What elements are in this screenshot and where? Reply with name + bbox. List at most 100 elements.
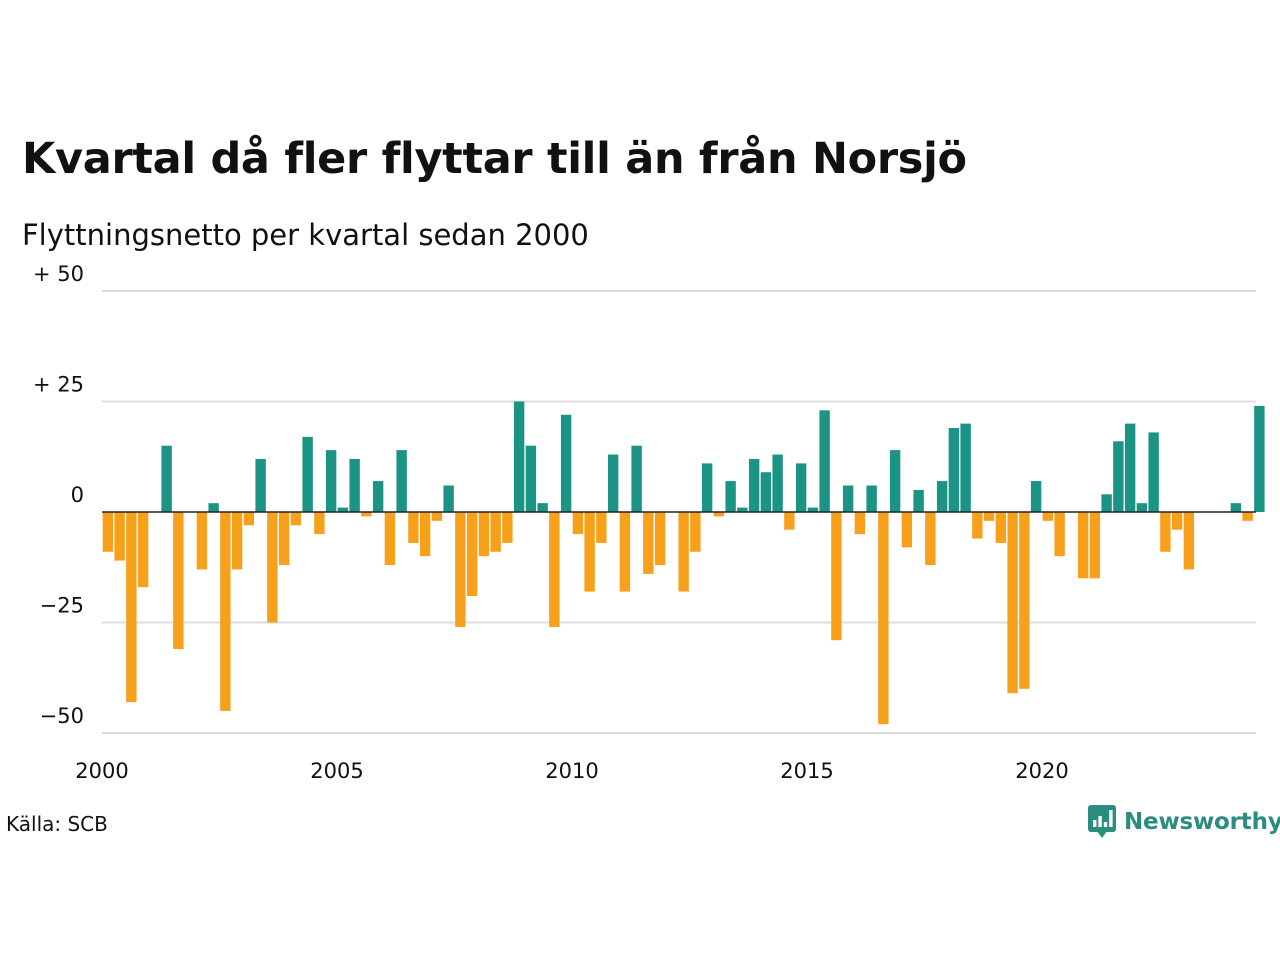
bar-2010-k3 xyxy=(596,512,607,543)
bar-2006-k2 xyxy=(396,450,407,512)
bar-2017-k2 xyxy=(913,489,924,512)
bar-2017-k1 xyxy=(901,512,913,548)
bar-2009-k2 xyxy=(537,503,548,512)
brand-logo: Newsworthy xyxy=(1088,804,1280,840)
bar-2020-k2 xyxy=(1054,512,1065,557)
bar-2006-k1 xyxy=(384,512,396,566)
gridlines xyxy=(102,290,1256,734)
bar-2024-k1 xyxy=(1230,503,1242,512)
bar-2000-k4 xyxy=(137,512,149,588)
bar-2007-k2 xyxy=(443,485,454,512)
bar-2019-k4 xyxy=(1030,481,1042,512)
bar-2021-k2 xyxy=(1101,494,1112,512)
bar-2005-k1 xyxy=(337,507,349,512)
x-axis-labels: 2000 2005 2010 2015 2020 xyxy=(75,759,1068,783)
bar-2009-k1 xyxy=(525,445,537,512)
bar-2003-k4 xyxy=(278,512,290,566)
bar-2002-k3 xyxy=(220,512,231,711)
bar-2009-k3 xyxy=(549,512,560,627)
bar-2014-k4 xyxy=(795,463,807,512)
bars xyxy=(102,401,1265,725)
bar-2022-k3 xyxy=(1160,512,1171,552)
bar-2024-k2 xyxy=(1242,512,1253,521)
x-tick-label: 2020 xyxy=(1015,759,1068,783)
bar-2016-k2 xyxy=(866,485,877,512)
bar-2008-k2 xyxy=(490,512,501,552)
bar-2004-k4 xyxy=(325,450,337,512)
bar-2018-k4 xyxy=(983,512,995,521)
bar-2011-k2 xyxy=(631,445,642,512)
bar-2002-k4 xyxy=(231,512,243,570)
bar-2001-k2 xyxy=(161,445,172,512)
bar-2010-k4 xyxy=(607,454,619,512)
bar-2021-k3 xyxy=(1113,441,1124,512)
bar-2004-k1 xyxy=(290,512,302,526)
bar-2005-k4 xyxy=(372,481,384,512)
bar-2010-k2 xyxy=(584,512,595,592)
y-tick-label: −50 xyxy=(40,704,84,728)
source-note: Källa: SCB xyxy=(6,812,108,836)
bar-2008-k4 xyxy=(513,401,525,512)
bar-2010-k1 xyxy=(572,512,584,535)
chart-subtitle: Flyttningsnetto per kvartal sedan 2000 xyxy=(22,218,589,252)
bar-2020-k1 xyxy=(1042,512,1054,521)
bar-2020-k4 xyxy=(1077,512,1089,579)
y-axis-labels: + 50 + 25 0 −25 −50 xyxy=(33,262,84,728)
y-tick-label: + 50 xyxy=(33,262,84,286)
bar-2016-k4 xyxy=(889,450,901,512)
bar-2015-k4 xyxy=(842,485,854,512)
bar-chart-speech-bubble-icon xyxy=(1088,805,1116,838)
bar-2019-k2 xyxy=(1007,512,1018,694)
bar-2007-k4 xyxy=(466,512,478,596)
bar-2001-k3 xyxy=(173,512,184,650)
bar-2003-k1 xyxy=(243,512,255,526)
bar-2009-k4 xyxy=(560,414,572,512)
x-tick-label: 2015 xyxy=(780,759,833,783)
bar-2015-k3 xyxy=(831,512,842,641)
bar-2019-k3 xyxy=(1019,512,1030,689)
bar-2002-k2 xyxy=(208,503,219,512)
bar-2000-k1 xyxy=(102,512,114,552)
brand-name: Newsworthy xyxy=(1124,809,1280,835)
bar-2019-k1 xyxy=(995,512,1007,543)
chart-title: Kvartal då fler flyttar till än från Nor… xyxy=(22,134,967,184)
bar-chart: + 50 + 25 0 −25 −50 2000 2005 2010 2015 2020 xyxy=(33,262,1265,783)
x-tick-label: 2000 xyxy=(75,759,128,783)
bar-2000-k2 xyxy=(114,512,125,561)
bar-2018-k1 xyxy=(948,428,960,512)
bar-2022-k1 xyxy=(1136,503,1148,512)
bar-2007-k1 xyxy=(431,512,443,521)
bar-2006-k4 xyxy=(419,512,431,557)
bar-2003-k2 xyxy=(255,458,266,512)
bar-2014-k1 xyxy=(760,472,772,512)
bar-2022-k4 xyxy=(1171,512,1183,530)
bar-2012-k2 xyxy=(678,512,689,592)
bar-2004-k2 xyxy=(302,436,313,512)
x-tick-label: 2010 xyxy=(545,759,598,783)
bar-2011-k1 xyxy=(619,512,631,592)
bar-2008-k3 xyxy=(502,512,513,543)
bar-2011-k4 xyxy=(654,512,666,566)
x-tick-label: 2005 xyxy=(310,759,363,783)
bar-2023-k1 xyxy=(1183,512,1195,570)
bar-2016-k3 xyxy=(878,512,889,725)
y-tick-label: + 25 xyxy=(33,373,84,397)
bar-2014-k3 xyxy=(784,512,795,530)
bar-2015-k2 xyxy=(819,410,830,512)
bar-2004-k3 xyxy=(314,512,325,535)
bar-2018-k3 xyxy=(972,512,983,539)
bar-2006-k3 xyxy=(408,512,419,543)
bar-2016-k1 xyxy=(854,512,866,535)
y-tick-label: 0 xyxy=(71,483,84,507)
bar-2022-k2 xyxy=(1148,432,1159,512)
bar-2021-k4 xyxy=(1124,423,1136,512)
bar-2015-k1 xyxy=(807,507,819,512)
bar-2003-k3 xyxy=(267,512,278,623)
bar-2017-k4 xyxy=(936,481,948,512)
bar-2002-k1 xyxy=(196,512,208,570)
y-tick-label: −25 xyxy=(40,594,84,618)
bar-2005-k3 xyxy=(361,512,372,517)
bar-2024-k3 xyxy=(1254,405,1265,512)
bar-2013-k1 xyxy=(713,512,725,517)
bar-2005-k2 xyxy=(349,458,360,512)
